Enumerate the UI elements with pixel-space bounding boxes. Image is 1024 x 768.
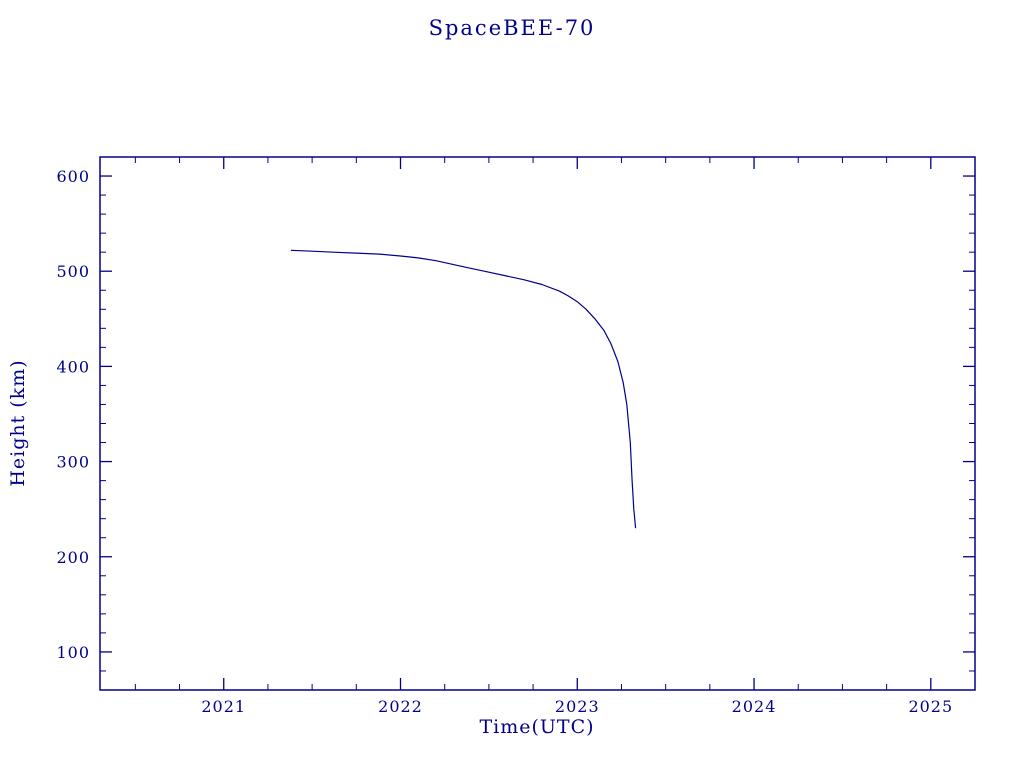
y-tick-label: 200: [56, 548, 90, 567]
x-axis-label: Time(UTC): [479, 716, 595, 738]
data-line: [290, 249, 637, 529]
x-tick-label: 2022: [378, 697, 423, 716]
y-tick-label: 300: [56, 453, 90, 472]
x-tick-label: 2024: [732, 697, 777, 716]
x-tick-label: 2023: [555, 697, 600, 716]
x-tick-label: 2021: [201, 697, 246, 716]
chart-title: SpaceBEE-70: [428, 16, 596, 40]
plot-frame: [99, 156, 976, 691]
y-tick-label: 500: [56, 262, 90, 281]
y-tick-label: 400: [56, 357, 90, 376]
x-tick-label: 2025: [908, 697, 953, 716]
y-tick-label: 600: [56, 167, 90, 186]
y-tick-label: 100: [56, 643, 90, 662]
